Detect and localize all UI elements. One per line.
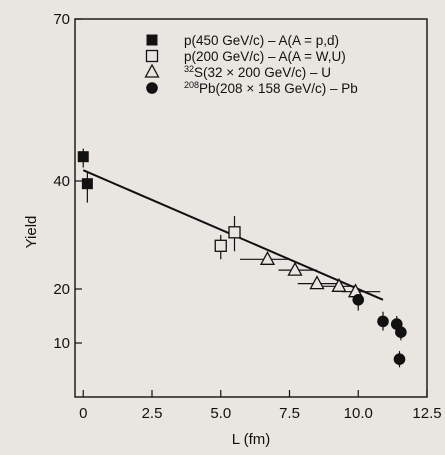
x-tick-label: 12.5: [412, 405, 441, 422]
data-point-filled-circle: [352, 294, 365, 306]
legend-label-superscript: 208: [184, 80, 199, 90]
data-point-open-triangle: [331, 277, 347, 292]
y-tick-label: 10: [53, 335, 70, 352]
legend-label-text: p(200 GeV/c) – A(A = W,U): [184, 49, 346, 64]
legend-label-text: p(450 GeV/c) – A(A = p,d): [184, 33, 339, 48]
x-tick-label: 5.0: [210, 405, 231, 422]
data-point-open-square: [214, 239, 227, 252]
x-tick-label: 2.5: [142, 405, 163, 422]
data-point-filled-circle: [377, 315, 389, 328]
legend-label: 32S(32 × 200 GeV/c) – U: [184, 64, 331, 80]
errorbar-group: [82, 148, 402, 368]
legend-label: 208Pb(208 × 158 GeV/c) – Pb: [184, 80, 358, 96]
legend-label-text: Pb(208 × 158 GeV/c) – Pb: [199, 81, 358, 96]
legend-label: p(200 GeV/c) – A(A = W,U): [184, 49, 346, 64]
plot-frame: [74, 18, 428, 398]
data-point-open-triangle: [287, 261, 303, 276]
y-tick-label: 70: [53, 11, 70, 28]
y-axis-title: Yield: [23, 216, 40, 249]
data-point-filled-square: [77, 151, 89, 163]
legend-marker-filled-circle: [146, 82, 158, 94]
x-tick-label: 0: [79, 405, 87, 422]
legend-label: p(450 GeV/c) – A(A = p,d): [184, 33, 339, 48]
legend: p(450 GeV/c) – A(A = p,d)p(200 GeV/c) – …: [144, 33, 358, 96]
data-point-open-triangle: [309, 275, 325, 290]
data-point-filled-square: [81, 178, 93, 190]
marker-group: [77, 151, 407, 366]
x-axis-title: L (fm): [232, 431, 271, 448]
legend-marker-filled-square: [146, 34, 158, 46]
data-point-open-triangle: [259, 250, 276, 265]
data-point-filled-circle: [393, 353, 406, 366]
tick-group: 0 2.5 5.0 7.5 10.0 12.5 10 20 40 70: [53, 11, 441, 422]
y-tick-label: 20: [53, 281, 70, 298]
legend-label-superscript: 32: [184, 64, 194, 74]
x-tick-label: 7.5: [279, 405, 300, 422]
y-tick-label: 40: [53, 173, 70, 190]
legend-marker-open-square: [145, 49, 159, 63]
x-tick-label: 10.0: [344, 405, 373, 422]
legend-label-text: S(32 × 200 GeV/c) – U: [194, 65, 331, 80]
data-point-open-square: [228, 226, 241, 239]
legend-marker-open-triangle: [144, 63, 160, 78]
data-point-filled-circle: [395, 326, 407, 339]
